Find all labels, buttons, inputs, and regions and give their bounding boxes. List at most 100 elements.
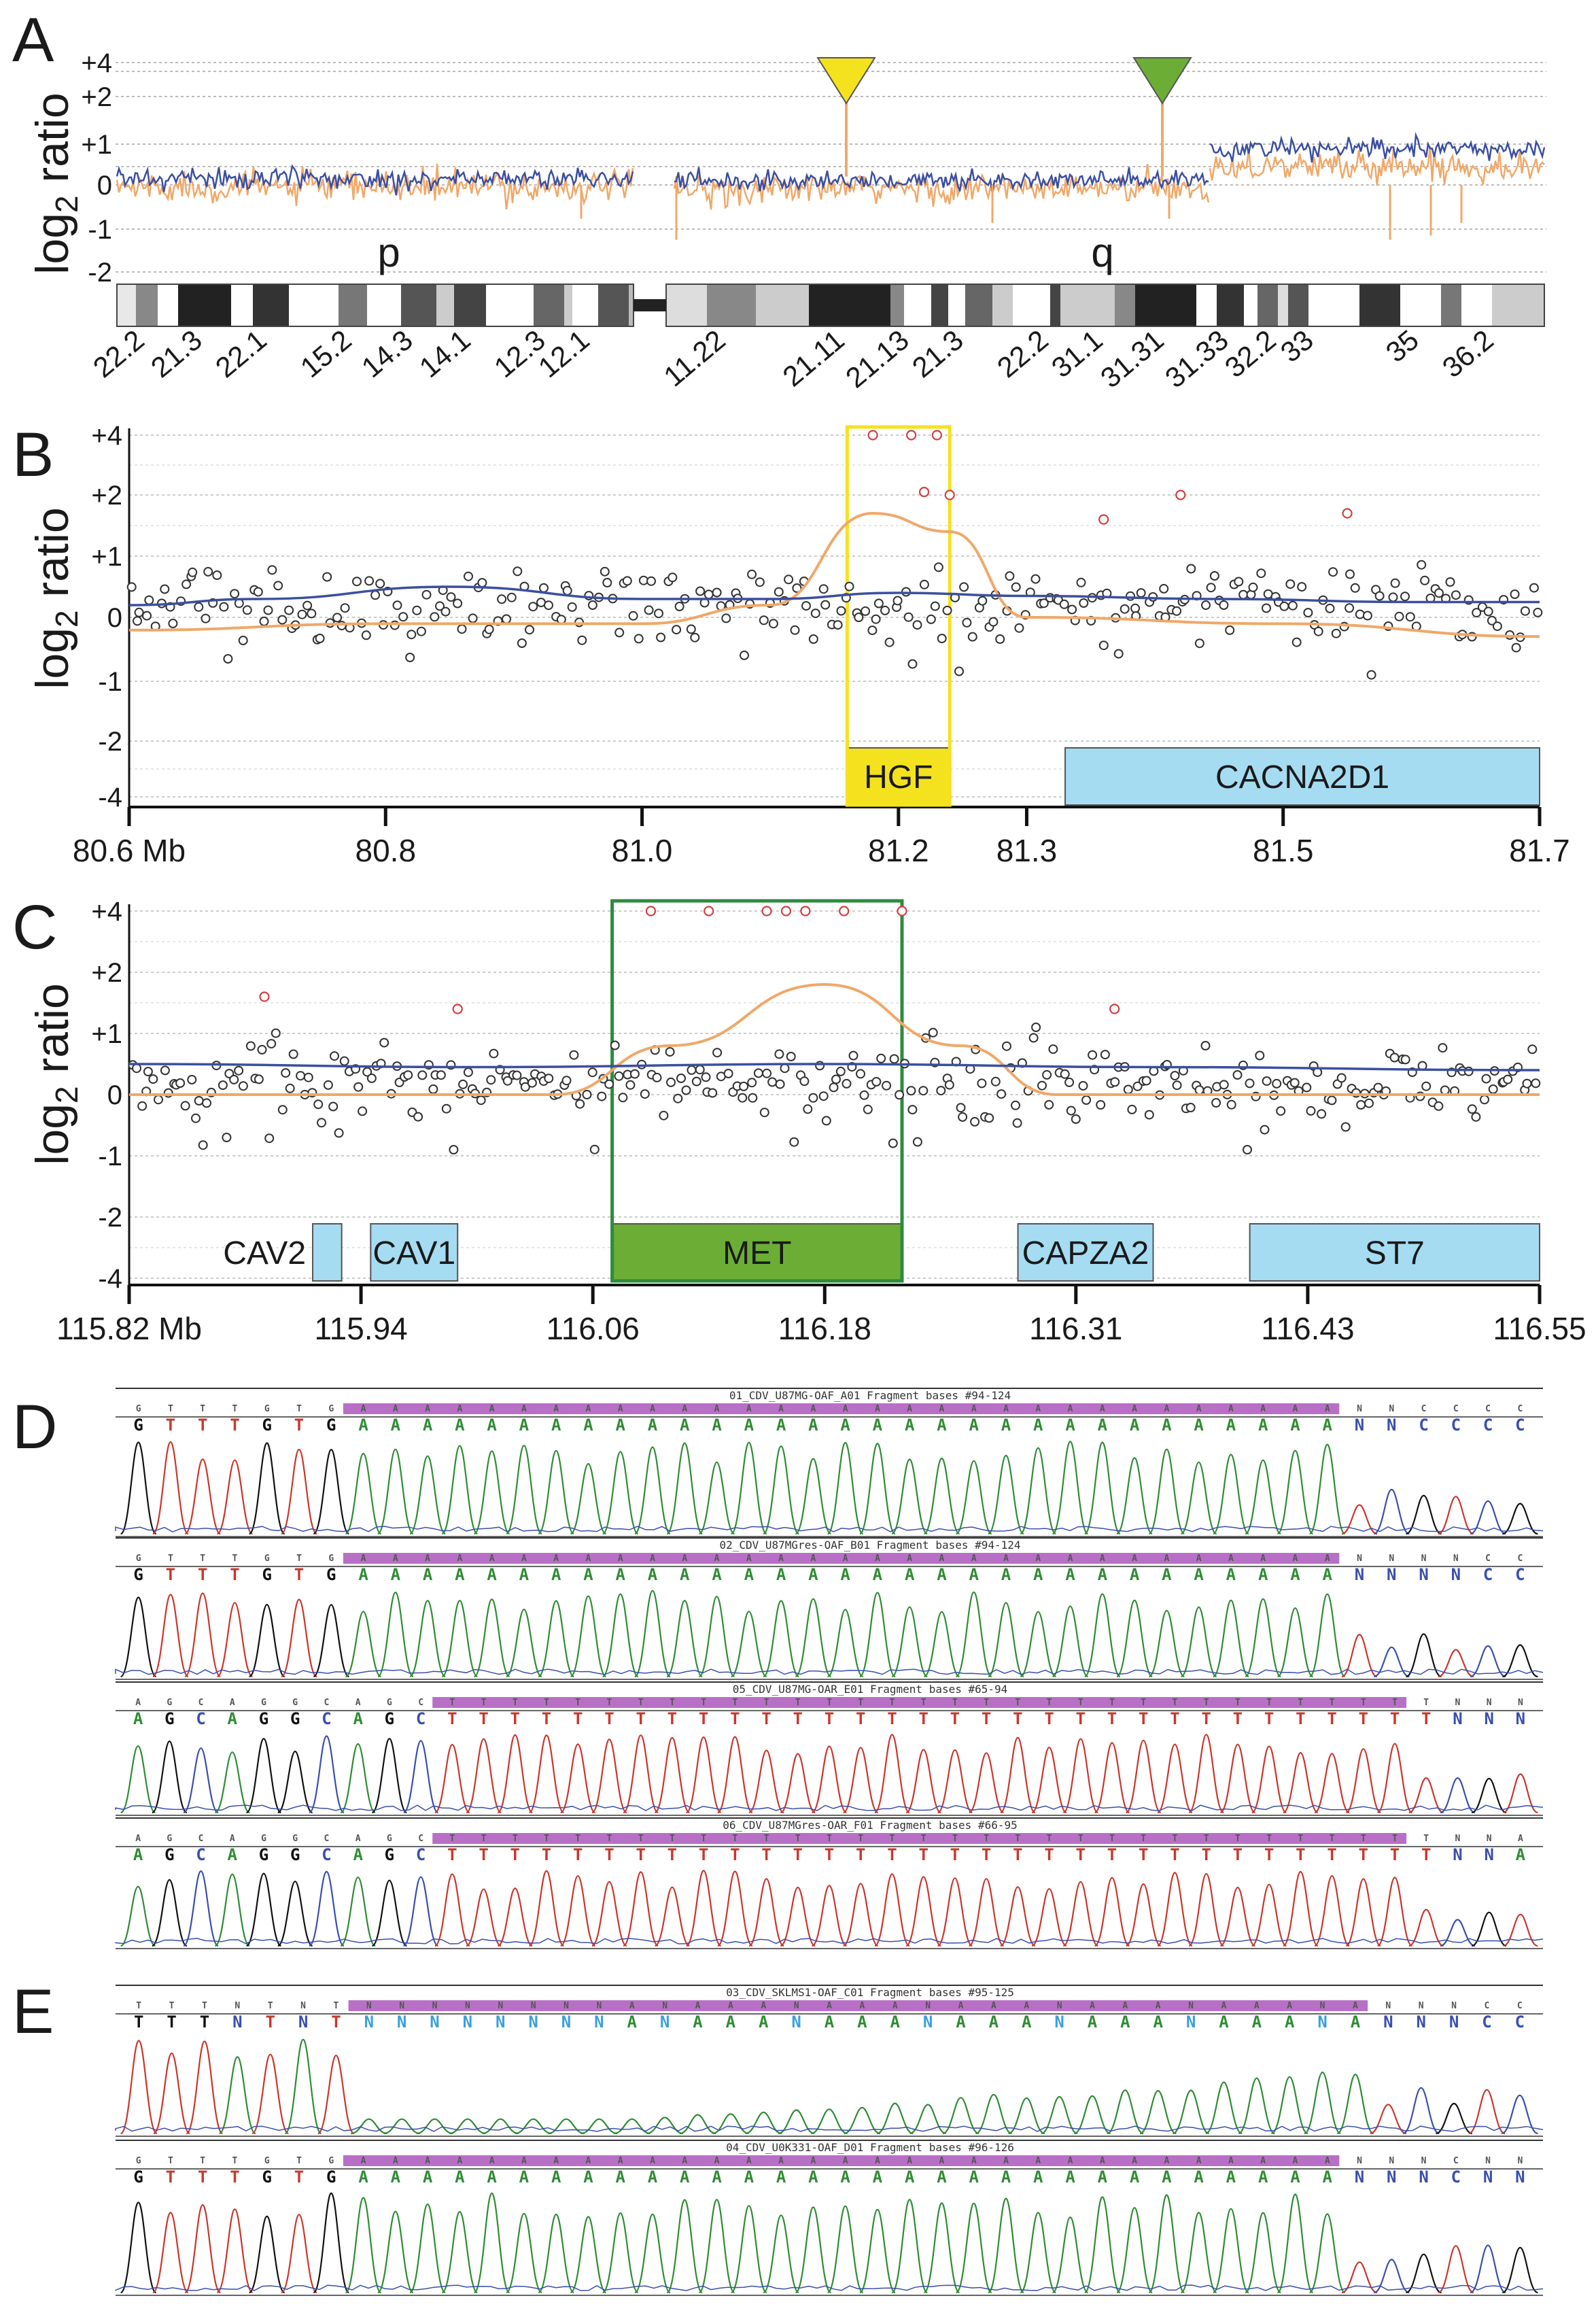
base-call: N [1453, 1709, 1462, 1728]
base-call: A [840, 1416, 850, 1435]
base-call-small: T [168, 1404, 173, 1414]
base-call: A [1226, 1565, 1236, 1584]
data-point [1481, 1074, 1491, 1084]
data-point [786, 1052, 796, 1061]
base-call-small: N [498, 2001, 503, 2011]
base-call: T [793, 1709, 803, 1728]
data-point [497, 594, 507, 604]
data-point [1044, 1099, 1054, 1110]
data-point [148, 1074, 158, 1084]
base-call: A [825, 2012, 835, 2032]
data-point [1260, 1125, 1270, 1135]
chromatogram-peak [1502, 1503, 1538, 1535]
chromatogram-peak [1277, 1607, 1314, 1678]
data-point [767, 1077, 778, 1087]
data-point [370, 590, 381, 600]
base-call: N [1419, 2168, 1428, 2187]
data-point [1364, 1098, 1374, 1108]
chromatogram-peak [1341, 2261, 1378, 2294]
data-point [829, 1082, 839, 1093]
base-call: A [1088, 2012, 1098, 2032]
base-call-small: N [1419, 2001, 1424, 2011]
chromatogram-peak [1373, 1646, 1410, 1678]
panel-label-b: B [12, 420, 54, 490]
chromatogram-peak [214, 1873, 250, 1947]
chromatogram-peak [216, 2208, 254, 2294]
data-point [629, 1069, 640, 1079]
base-call-small: T [1047, 1698, 1052, 1708]
y-tick-label: 0 [97, 171, 112, 201]
base-call-small: T [481, 1698, 487, 1708]
base-call-small: A [135, 1834, 141, 1844]
y-tick-label: -4 [98, 783, 122, 812]
base-call-small: A [827, 2001, 832, 2011]
base-call-small: T [984, 1698, 989, 1708]
data-point [1529, 583, 1539, 593]
gene-hgf [846, 747, 951, 806]
base-call-small: T [1423, 1834, 1429, 1844]
data-point [1037, 1080, 1047, 1091]
base-call-small: A [1287, 2001, 1292, 2011]
base-call: A [776, 2168, 786, 2187]
chromatogram-peak [219, 2056, 256, 2135]
baseline-noise [115, 2284, 1544, 2291]
data-point [203, 566, 213, 577]
base-call-small: T [1078, 1834, 1083, 1844]
data-point [833, 620, 843, 630]
base-call-small: G [261, 1698, 266, 1708]
base-call-small: A [746, 1404, 752, 1414]
base-call: A [989, 2012, 999, 2032]
data-point [1201, 600, 1211, 611]
base-call-small: T [575, 1698, 580, 1708]
data-point [808, 634, 818, 644]
data-point [958, 1112, 968, 1122]
band-label: 21.3 [145, 324, 208, 384]
base-call-small: A [761, 2001, 766, 2011]
data-point [1185, 1103, 1196, 1112]
chromatogram-peak [345, 2197, 382, 2294]
outlier-point [1175, 490, 1186, 500]
chromatogram-peak [1502, 1644, 1538, 1678]
chromatogram-peak [441, 1600, 479, 1678]
base-call-small: T [575, 1834, 580, 1844]
fragment-bar [343, 1553, 1340, 1564]
base-call: A [1323, 1565, 1333, 1584]
base-call: T [1421, 1845, 1431, 1864]
outlier-point [906, 430, 917, 441]
chromatogram-peak [245, 1738, 282, 1814]
base-call-small: A [1260, 1554, 1266, 1564]
ideogram-band [598, 284, 629, 326]
data-point [198, 1140, 208, 1150]
base-call: T [542, 1709, 551, 1728]
base-call-small: T [169, 2001, 175, 2011]
base-call: A [1001, 1565, 1011, 1584]
base-call: T [1264, 1845, 1274, 1864]
base-call: A [583, 2168, 593, 2187]
base-call: N [1383, 2012, 1393, 2032]
chromatogram-peak [1139, 2089, 1177, 2135]
chromatogram-peak [1277, 1450, 1314, 1535]
data-point [463, 1067, 473, 1078]
base-call-small: T [1141, 1698, 1146, 1708]
base-call: T [1076, 1709, 1086, 1728]
base-call-small: A [971, 1404, 977, 1414]
chromatogram-peak [1181, 1461, 1217, 1535]
base-call: C [1482, 2012, 1491, 2032]
base-call-small: T [1266, 1834, 1272, 1844]
base-call: G [262, 2168, 272, 2187]
base-call: T [982, 1845, 991, 1864]
ideogram-band [178, 284, 231, 326]
ideogram-band [564, 284, 572, 326]
chromatogram-peak [1283, 1751, 1319, 1814]
data-point [476, 1095, 486, 1106]
chromatogram-peak [1205, 2081, 1243, 2135]
base-call: A [391, 1565, 401, 1584]
base-call-small: A [714, 1404, 720, 1414]
data-point [1325, 603, 1335, 613]
data-point [990, 1076, 1001, 1086]
chromatogram-peak [1173, 2089, 1210, 2135]
base-call: A [776, 1565, 786, 1584]
chromatogram-peak [434, 1873, 470, 1947]
band-label: 11.22 [657, 324, 731, 393]
base-call-small: A [1003, 1404, 1009, 1414]
